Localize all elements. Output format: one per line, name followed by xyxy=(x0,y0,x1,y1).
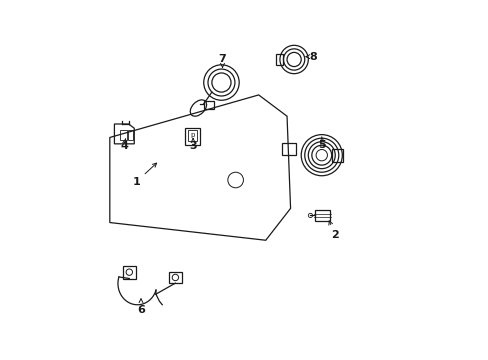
Text: 6: 6 xyxy=(137,299,144,315)
Text: 7: 7 xyxy=(218,54,226,68)
Text: 1: 1 xyxy=(132,163,156,187)
Text: 3: 3 xyxy=(189,138,197,151)
Text: 4: 4 xyxy=(120,139,128,151)
Text: 8: 8 xyxy=(305,51,317,62)
Text: 2: 2 xyxy=(328,221,338,240)
Text: 5: 5 xyxy=(318,137,325,149)
Text: p: p xyxy=(190,132,195,138)
